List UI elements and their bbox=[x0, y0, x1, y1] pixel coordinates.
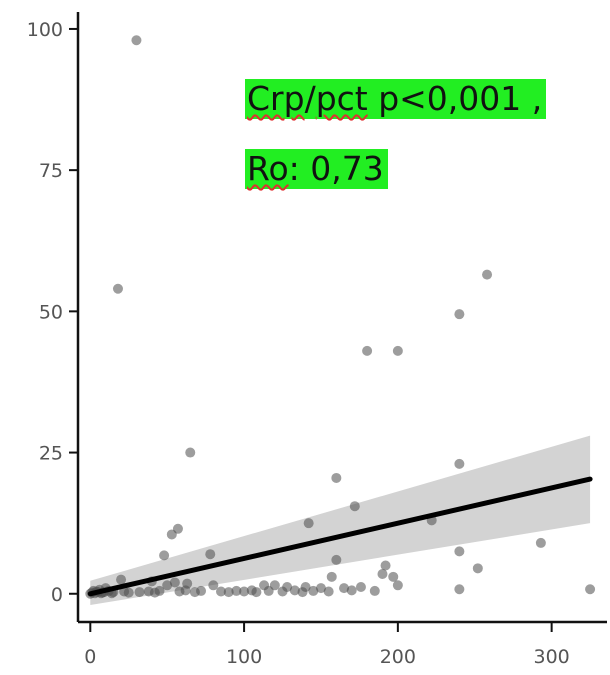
regression-line bbox=[87, 476, 593, 597]
annotation-text-slash: / bbox=[304, 79, 316, 118]
x-tick-label: 0 bbox=[84, 646, 96, 668]
data-point bbox=[231, 585, 242, 596]
data-point bbox=[223, 587, 234, 598]
data-point bbox=[315, 583, 326, 594]
data-point bbox=[169, 577, 180, 588]
data-point bbox=[112, 283, 123, 294]
confidence-band bbox=[90, 435, 591, 606]
data-point bbox=[180, 585, 191, 596]
data-point bbox=[323, 586, 334, 597]
data-point bbox=[585, 584, 596, 595]
x-tick-label: 200 bbox=[380, 646, 416, 668]
data-point bbox=[162, 580, 173, 591]
data-point bbox=[454, 546, 465, 557]
data-point bbox=[131, 35, 142, 46]
data-point bbox=[196, 585, 207, 596]
data-point bbox=[482, 269, 493, 280]
annotation-text-crp: Crp bbox=[247, 79, 305, 118]
x-tick-label: 300 bbox=[534, 646, 570, 668]
data-point bbox=[454, 309, 465, 320]
data-point bbox=[239, 586, 250, 597]
annotation-line-1: Crp/pct p<0,001 , bbox=[245, 79, 547, 119]
data-point bbox=[355, 581, 366, 592]
annotation-text-ro: Ro bbox=[247, 149, 289, 188]
data-point bbox=[362, 345, 373, 356]
data-point bbox=[331, 554, 342, 565]
y-tick-label: 75 bbox=[39, 160, 63, 182]
data-point bbox=[369, 585, 380, 596]
data-point bbox=[289, 585, 300, 596]
annotation-line-2: Ro: 0,73 bbox=[245, 149, 388, 189]
y-axis-ticks: 0 25 50 75 100 bbox=[27, 19, 78, 606]
y-tick-label: 25 bbox=[39, 443, 63, 465]
data-point bbox=[392, 345, 403, 356]
x-tick-label: 100 bbox=[226, 646, 262, 668]
data-point bbox=[297, 587, 308, 598]
data-point bbox=[339, 583, 350, 594]
data-point bbox=[380, 560, 391, 571]
data-point bbox=[346, 585, 357, 596]
data-point bbox=[377, 568, 388, 579]
data-point bbox=[535, 537, 546, 548]
y-tick-label: 100 bbox=[27, 19, 63, 41]
data-point bbox=[388, 571, 399, 582]
data-point bbox=[331, 472, 342, 483]
data-point bbox=[208, 580, 219, 591]
annotation-text-pct: pct bbox=[315, 79, 368, 118]
y-tick-label: 0 bbox=[51, 584, 63, 606]
data-point bbox=[454, 584, 465, 595]
data-point bbox=[251, 587, 262, 598]
data-point bbox=[308, 585, 319, 596]
data-point bbox=[263, 585, 274, 596]
annotation-text-pvalue: p<0,001 , bbox=[367, 79, 543, 118]
x-axis-ticks: 0 100 200 300 bbox=[84, 622, 570, 668]
data-point bbox=[303, 518, 314, 529]
data-point bbox=[134, 587, 145, 598]
data-point bbox=[154, 585, 165, 596]
annotation-text-rho-value: : 0,73 bbox=[288, 149, 384, 188]
data-point bbox=[185, 447, 196, 458]
data-point bbox=[216, 586, 227, 597]
data-point bbox=[326, 571, 337, 582]
data-point bbox=[205, 549, 216, 560]
data-point bbox=[472, 563, 483, 574]
data-point bbox=[349, 501, 360, 512]
data-point bbox=[166, 529, 177, 540]
data-point bbox=[159, 550, 170, 561]
data-point bbox=[116, 574, 127, 585]
data-point bbox=[123, 587, 134, 598]
y-tick-label: 50 bbox=[39, 301, 63, 323]
data-point bbox=[454, 458, 465, 469]
data-point bbox=[277, 586, 288, 597]
data-point bbox=[392, 580, 403, 591]
